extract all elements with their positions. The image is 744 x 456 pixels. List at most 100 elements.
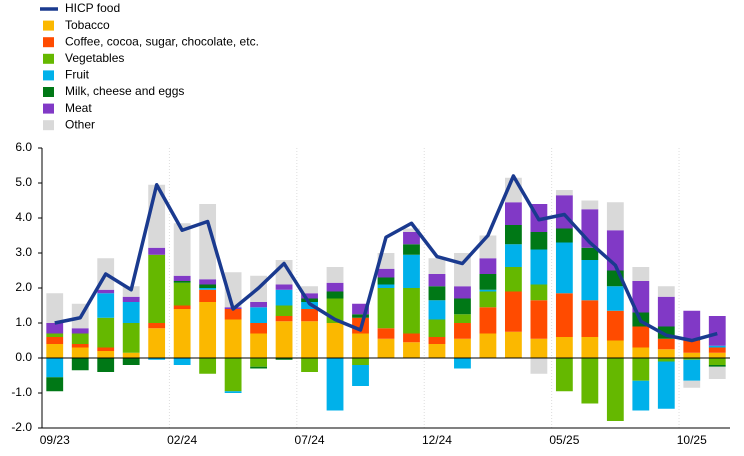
bar-segment xyxy=(250,307,268,323)
bar-segment xyxy=(708,358,726,365)
bar-segment xyxy=(581,200,599,210)
bar-segment xyxy=(657,296,675,327)
bar-segment xyxy=(275,321,293,358)
bar-segment xyxy=(454,323,471,339)
bar-segment xyxy=(708,365,726,367)
bar-segment xyxy=(708,345,726,348)
bar-segment xyxy=(250,366,268,369)
bar-segment xyxy=(275,316,293,322)
bar-segment xyxy=(377,288,395,329)
bar-segment xyxy=(46,337,64,344)
bar-segment xyxy=(403,232,420,245)
bar-segment xyxy=(46,333,64,337)
bar-segment xyxy=(71,328,89,334)
bar-segment xyxy=(403,333,420,343)
bar-segment xyxy=(454,314,471,323)
y-tick-label: 2.0 xyxy=(15,280,32,294)
bar-segment xyxy=(428,258,446,274)
bar-segment xyxy=(326,323,344,358)
bar-segment xyxy=(250,323,268,334)
bar-segment xyxy=(428,344,446,358)
x-tick-label: 12/24 xyxy=(422,433,452,447)
bar-segment xyxy=(657,361,675,409)
bar-segment xyxy=(250,302,268,308)
bar-segment xyxy=(173,275,191,281)
legend-swatch xyxy=(43,87,54,97)
bar-segment xyxy=(377,328,395,339)
bar-segment xyxy=(326,291,344,299)
y-tick-label: 6.0 xyxy=(15,140,32,154)
bar-segment xyxy=(352,314,369,318)
bar-segment xyxy=(657,286,675,297)
bar-segment xyxy=(403,288,420,334)
bar-segment xyxy=(250,358,268,367)
bar-segment xyxy=(403,342,420,358)
bar-segment xyxy=(46,344,64,358)
bar-segment xyxy=(428,300,446,320)
y-tick-label: 5.0 xyxy=(15,175,32,189)
bar-segment xyxy=(71,333,89,344)
bar-segment xyxy=(377,338,395,358)
bar-segment xyxy=(403,244,420,255)
bar-segment xyxy=(122,302,140,323)
bar-segment xyxy=(454,338,471,358)
bar-segment xyxy=(504,225,522,245)
bar-segment xyxy=(326,358,344,411)
y-tick-label: 0.0 xyxy=(15,350,32,364)
bar-segment xyxy=(224,358,242,392)
bar-segment xyxy=(301,358,318,372)
bar-segment xyxy=(326,267,344,283)
bar-segment xyxy=(530,338,548,358)
bar-segment xyxy=(632,380,650,411)
bar-segment xyxy=(504,291,522,332)
bar-segment xyxy=(122,286,140,297)
bar-segment xyxy=(530,284,548,301)
legend-swatch xyxy=(43,70,54,81)
bar-segment xyxy=(708,316,726,346)
bar-segment xyxy=(275,289,293,306)
bar-segment xyxy=(97,317,115,348)
bar-segment xyxy=(479,289,497,292)
bar-segment xyxy=(428,274,446,287)
bar-segment xyxy=(479,291,497,308)
bar-segment xyxy=(97,289,115,294)
bar-segment xyxy=(504,202,522,225)
bar-segment xyxy=(403,254,420,288)
bar-segment xyxy=(97,293,115,318)
bar-segment xyxy=(173,305,191,309)
legend-swatch xyxy=(43,37,54,48)
legend-swatch xyxy=(43,20,54,31)
bar-segment xyxy=(504,267,522,292)
y-tick-label: -2.0 xyxy=(11,420,32,434)
legend-label: Coffee, cocoa, sugar, chocolate, etc. xyxy=(65,34,259,48)
legend-swatch xyxy=(43,53,54,64)
bar-segment xyxy=(479,333,497,358)
bar-segment xyxy=(555,358,573,392)
bar-segment xyxy=(377,284,395,288)
bar-segment xyxy=(199,279,217,285)
bar-segment xyxy=(275,284,293,290)
legend-swatch xyxy=(43,120,54,131)
bar-segment xyxy=(581,358,599,404)
bar-segment xyxy=(657,349,675,358)
bar-segment xyxy=(122,296,140,302)
bar-segment xyxy=(530,232,548,250)
bar-segment xyxy=(46,377,64,392)
bar-segment xyxy=(428,286,446,301)
bar-segment xyxy=(581,337,599,358)
bar-segment xyxy=(199,288,217,290)
bar-segment xyxy=(504,244,522,267)
legend-label: HICP food xyxy=(65,1,120,15)
bar-segment xyxy=(555,293,573,337)
bar-segment xyxy=(173,358,191,365)
bar-segment xyxy=(657,358,675,362)
bar-segment xyxy=(632,267,650,281)
bar-segment xyxy=(683,359,701,381)
bar-segment xyxy=(479,274,497,290)
bar-segment xyxy=(530,249,548,285)
bar-segment xyxy=(632,281,650,313)
legend-label: Other xyxy=(65,117,95,131)
bar-segment xyxy=(632,358,650,381)
bar-segment xyxy=(46,358,64,378)
